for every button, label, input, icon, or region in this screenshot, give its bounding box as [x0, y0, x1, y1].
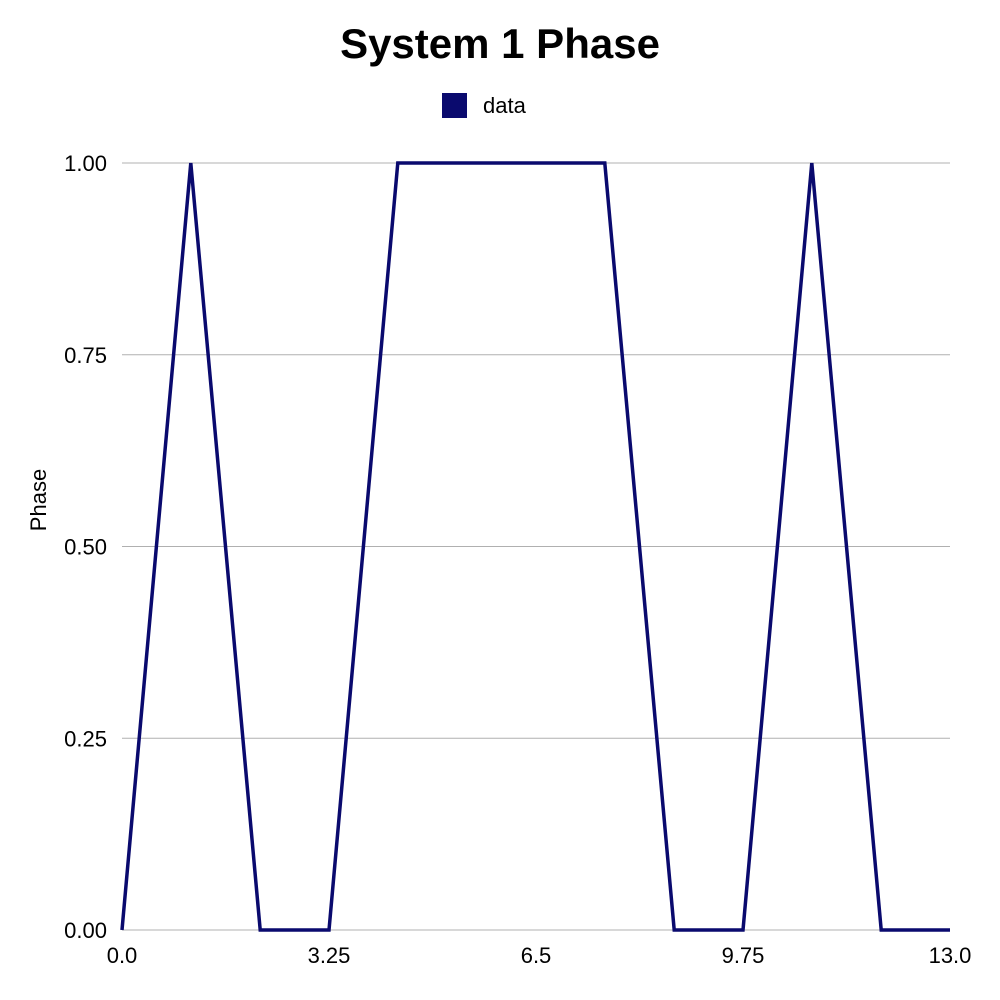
x-tick-label: 0.0 — [107, 943, 138, 968]
y-tick-label: 0.00 — [64, 918, 107, 943]
x-axis-ticks: 0.0 3.25 6.5 9.75 13.0 — [107, 943, 972, 968]
y-tick-label: 1.00 — [64, 151, 107, 176]
y-tick-label: 0.75 — [64, 343, 107, 368]
legend-label: data — [483, 93, 527, 118]
series-line-data — [120, 161, 950, 932]
legend-swatch — [442, 93, 467, 118]
y-tick-label: 0.25 — [64, 726, 107, 751]
y-axis-ticks: 0.00 0.25 0.50 0.75 1.00 — [64, 151, 107, 943]
y-tick-label: 0.50 — [64, 535, 107, 560]
legend: data — [442, 93, 527, 118]
x-tick-label: 13.0 — [929, 943, 972, 968]
grid-lines — [122, 162, 950, 931]
x-tick-label: 6.5 — [521, 943, 552, 968]
x-tick-label: 3.25 — [308, 943, 351, 968]
x-tick-label: 9.75 — [722, 943, 765, 968]
series-group — [120, 161, 950, 932]
chart-title: System 1 Phase — [340, 20, 660, 67]
y-axis-label: Phase — [26, 469, 51, 531]
